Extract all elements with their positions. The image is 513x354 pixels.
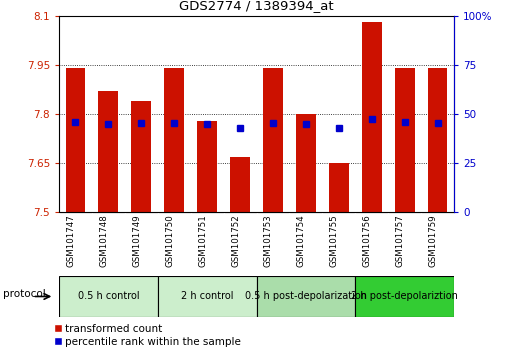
Text: 2 h control: 2 h control <box>181 291 233 302</box>
Text: GSM101753: GSM101753 <box>264 215 273 267</box>
Bar <box>296 114 315 212</box>
Text: GSM101756: GSM101756 <box>363 215 372 267</box>
Bar <box>428 68 447 212</box>
Text: GSM101755: GSM101755 <box>330 215 339 267</box>
Bar <box>230 157 250 212</box>
Text: GSM101751: GSM101751 <box>198 215 207 267</box>
Text: GSM101752: GSM101752 <box>231 215 240 267</box>
Bar <box>59 276 158 317</box>
Text: GSM101754: GSM101754 <box>297 215 306 267</box>
Text: 2 h post-depolariztion: 2 h post-depolariztion <box>351 291 458 302</box>
Bar <box>394 68 415 212</box>
Text: GSM101757: GSM101757 <box>396 215 405 267</box>
Text: protocol: protocol <box>3 290 45 299</box>
Text: GSM101747: GSM101747 <box>67 215 75 267</box>
Bar <box>263 68 283 212</box>
Bar <box>131 101 151 212</box>
Text: GSM101750: GSM101750 <box>165 215 174 267</box>
Bar <box>164 68 184 212</box>
Bar <box>355 276 454 317</box>
Text: GSM101749: GSM101749 <box>132 215 141 267</box>
Bar <box>256 276 355 317</box>
Bar <box>66 68 85 212</box>
Bar <box>329 163 349 212</box>
Text: GSM101759: GSM101759 <box>428 215 438 267</box>
Legend: transformed count, percentile rank within the sample: transformed count, percentile rank withi… <box>54 324 241 347</box>
Text: 0.5 h post-depolarization: 0.5 h post-depolarization <box>245 291 367 302</box>
Bar <box>362 23 382 212</box>
Bar <box>158 276 256 317</box>
Text: 0.5 h control: 0.5 h control <box>77 291 139 302</box>
Title: GDS2774 / 1389394_at: GDS2774 / 1389394_at <box>179 0 334 12</box>
Bar <box>98 91 118 212</box>
Bar <box>197 121 217 212</box>
Text: GSM101748: GSM101748 <box>100 215 108 267</box>
